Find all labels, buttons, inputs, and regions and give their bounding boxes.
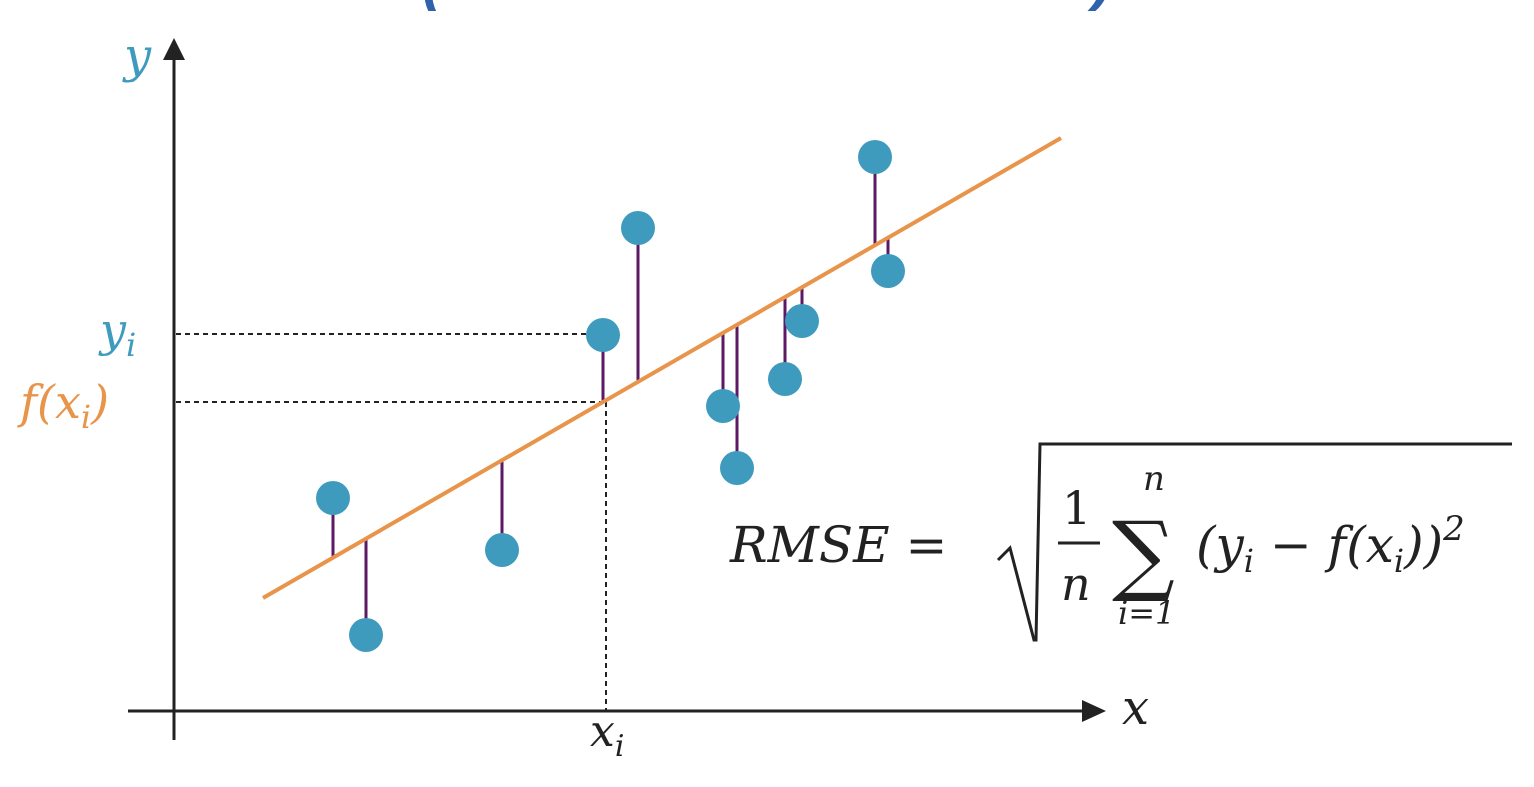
page-title: (racine carrée de la MSE)	[0, 0, 1534, 13]
xi-label: xi	[590, 706, 624, 764]
formula-body: (yi − f(xi))2	[1196, 509, 1465, 580]
sum-lower-limit: i=1	[1118, 594, 1175, 632]
x-axis-label: x	[1122, 680, 1149, 736]
data-point	[720, 451, 754, 485]
sum-upper-limit: n	[1143, 459, 1165, 499]
sum-sigma: ∑	[1112, 502, 1175, 605]
fraction-numerator: 1	[1062, 481, 1091, 535]
fraction-denominator: n	[1061, 557, 1091, 611]
y-axis-arrowhead	[163, 38, 185, 60]
x-axis-arrowhead	[1082, 700, 1106, 722]
formula-lhs: RMSE =	[729, 516, 947, 574]
data-point	[621, 211, 655, 245]
data-point	[858, 140, 892, 174]
data-point	[586, 318, 620, 352]
data-point	[785, 304, 819, 338]
data-point	[485, 533, 519, 567]
yi-label: yi	[98, 303, 136, 364]
data-point	[768, 362, 802, 396]
data-point	[349, 618, 383, 652]
data-point	[706, 389, 740, 423]
data-point	[871, 254, 905, 288]
y-axis-label: y	[122, 28, 152, 84]
rmse-formula: RMSE = 1 n n ∑ i=1 (yi − f(xi))2	[729, 442, 1512, 642]
fxi-label: f(xi)	[17, 375, 109, 436]
sqrt-sign	[996, 442, 1512, 642]
data-point	[316, 481, 350, 515]
data-points	[316, 140, 905, 652]
regression-line	[262, 136, 1062, 600]
